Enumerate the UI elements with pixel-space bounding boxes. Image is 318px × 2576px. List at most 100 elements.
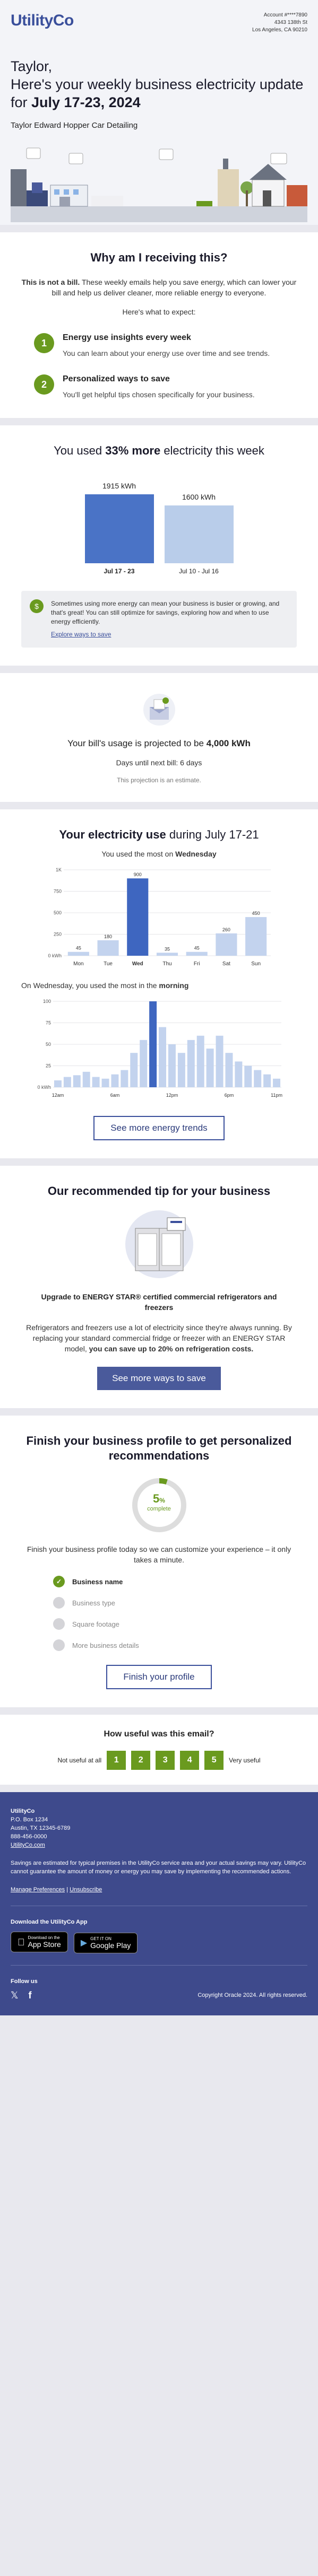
explore-savings-link[interactable]: Explore ways to save: [51, 631, 111, 638]
footer-separator: |: [66, 1887, 70, 1893]
why-intro-rest: These weekly emails help you save energy…: [51, 278, 297, 297]
profile-section: Finish your business profile to get pers…: [0, 1416, 318, 1707]
chart-bar: [177, 1053, 185, 1087]
chart-bar: [67, 951, 89, 956]
profile-step-label: Business name: [72, 1577, 123, 1586]
rating-button-1[interactable]: 1: [107, 1751, 126, 1770]
x-icon[interactable]: 𝕏: [11, 1990, 19, 2002]
progress-complete-label: complete: [147, 1506, 171, 1512]
manage-preferences-link[interactable]: Manage Preferences: [11, 1887, 65, 1893]
why-item-1: 1 Energy use insights every week You can…: [21, 333, 297, 359]
y-tick-label: 50: [45, 1042, 50, 1047]
google-play-badge[interactable]: ▶ GET IT ON Google Play: [73, 1933, 138, 1953]
chart-bar: [244, 1066, 252, 1087]
why-item-title: Personalized ways to save: [63, 374, 170, 383]
footer-disclaimer: Savings are estimated for typical premis…: [11, 1860, 306, 1875]
x-tick-label: Wed: [132, 961, 143, 967]
x-tick-label: Thu: [162, 961, 171, 967]
play-icon: ▶: [81, 1938, 87, 1948]
why-item-text: You'll get helpful tips chosen specifica…: [63, 390, 255, 399]
usage-title: Your electricity use during July 17-21: [21, 827, 297, 842]
days-until-bill: Days until next bill: 6 days: [116, 758, 202, 767]
most-used-day: You used the most on Wednesday: [21, 849, 297, 859]
y-tick-label: 100: [42, 999, 50, 1004]
chart-bar: [139, 1040, 147, 1087]
tip-body: Refrigerators and freezers use a lot of …: [21, 1322, 297, 1354]
finish-profile-button[interactable]: Finish your profile: [106, 1665, 212, 1689]
see-energy-trends-button[interactable]: See more energy trends: [93, 1116, 225, 1140]
footer-phone: 888-456-0000: [11, 1833, 47, 1840]
note-text: Sometimes using more energy can mean you…: [51, 600, 280, 625]
profile-step-label: More business details: [72, 1641, 139, 1649]
title-dates: July 17-23, 2024: [31, 94, 141, 110]
x-tick-label: 6am: [110, 1093, 119, 1098]
data-label: 35: [164, 946, 169, 951]
progress-percent: 5%: [130, 1492, 188, 1506]
y-tick-label: 500: [53, 910, 61, 915]
data-label: 180: [104, 934, 112, 939]
rating-scale: Not useful at all 1 2 3 4 5 Very useful: [11, 1751, 307, 1770]
x-tick-label: Fri: [193, 961, 200, 967]
why-item-text: You can learn about your energy use over…: [63, 349, 270, 357]
chart-bar: [272, 1078, 280, 1087]
projection-text: Your bill's usage is projected to be 4,0…: [21, 738, 297, 749]
tip-body-bold: you can save up to 20% on refrigeration …: [89, 1344, 254, 1353]
facebook-icon[interactable]: f: [28, 1990, 32, 2002]
footer-site-link[interactable]: UtilityCo.com: [11, 1842, 45, 1848]
app-store-label: App Store: [21, 1940, 61, 1951]
usage-title-rest: during July 17-21: [169, 828, 259, 841]
title-prefix: Here's your weekly business electricity …: [11, 76, 304, 110]
x-tick-label: Sat: [222, 961, 230, 967]
see-ways-to-save-button[interactable]: See more ways to save: [97, 1367, 221, 1390]
profile-step-label: Business type: [72, 1599, 115, 1607]
why-item-2: 2 Personalized ways to save You'll get h…: [21, 374, 297, 400]
why-intro: This is not a bill. These weekly emails …: [21, 277, 297, 298]
x-tick-label: 6pm: [224, 1093, 234, 1098]
app-heading: Download the UtilityCo App: [11, 1919, 88, 1925]
chart-bar: [215, 933, 237, 956]
app-store-small: Download on the: [21, 1935, 60, 1942]
chart-bar: [120, 1070, 128, 1087]
business-name: Taylor Edward Hopper Car Detailing: [11, 121, 138, 130]
chart-bar: [149, 1001, 157, 1087]
rating-button-2[interactable]: 2: [131, 1751, 151, 1770]
pending-icon: [53, 1639, 65, 1651]
data-label: 45: [75, 946, 81, 951]
profile-steps: ✓ Business name Business type Square footag…: [21, 1576, 297, 1651]
why-intro-bold: This is not a bill.: [21, 278, 80, 286]
comparison-bar-2: 1600 kWh Jul 10 - Jul 16: [164, 493, 234, 575]
chart-bar: [73, 1075, 81, 1087]
hero-title: Taylor, Here's your weekly business elec…: [11, 57, 307, 111]
data-label: 260: [222, 927, 230, 932]
chart-bar: [82, 1071, 90, 1087]
leaf-icon: $: [30, 599, 44, 613]
comparison-bar-date: Jul 17 - 23: [104, 567, 135, 575]
rating-button-3[interactable]: 3: [156, 1751, 175, 1770]
profile-title: Finish your business profile to get pers…: [26, 1434, 292, 1462]
hourly-caption: On Wednesday, you used the most in the m…: [21, 980, 297, 991]
unsubscribe-link[interactable]: Unsubscribe: [70, 1887, 102, 1893]
checkmark-icon: ✓: [53, 1576, 65, 1587]
x-tick-label: 11pm: [271, 1093, 282, 1098]
projection-text-pre: Your bill's usage is projected to be: [67, 738, 204, 748]
rating-high-label: Very useful: [229, 1757, 261, 1764]
rating-button-4[interactable]: 4: [180, 1751, 200, 1770]
x-tick-label: 12pm: [166, 1093, 178, 1098]
comparison-title-post: electricity this week: [164, 444, 264, 457]
expect-label: Here's what to expect:: [122, 308, 196, 316]
chart-bar: [234, 1061, 242, 1087]
y-tick-label: 75: [45, 1020, 50, 1026]
daily-usage-chart: 0 kWh 250 500 750 1K 45 Mon 180 Tue 900 Wed 35 Thu 45…: [48, 867, 271, 967]
chart-bar: [97, 940, 119, 956]
hourly-caption-bold: morning: [159, 981, 189, 990]
hourly-caption-pre: On Wednesday, you used the most in the: [21, 981, 157, 990]
comparison-bar-value: 1915 kWh: [102, 482, 136, 490]
usage-title-bold: Your electricity use: [59, 828, 166, 841]
play-small: GET IT ON: [83, 1935, 111, 1941]
tip-body-pre: Refrigerators and freezers use a lot of …: [26, 1323, 292, 1353]
profile-text: Finish your business profile today so we…: [27, 1545, 291, 1564]
progress-ring: [132, 1478, 186, 1532]
address-line-2: Los Angeles, CA 90210: [252, 27, 307, 33]
rating-button-5[interactable]: 5: [204, 1751, 224, 1770]
